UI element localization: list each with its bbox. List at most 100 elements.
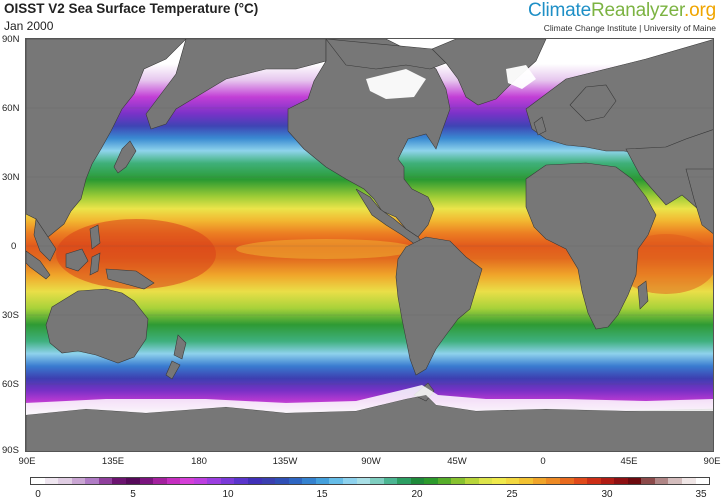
colorbar-cell-15 xyxy=(234,478,248,484)
colorbar-tick-0: 0 xyxy=(35,489,41,500)
colorbar-tick-35: 35 xyxy=(695,489,707,500)
colorbar-cell-27 xyxy=(397,478,411,484)
land-new-guinea xyxy=(105,268,155,290)
brand-logo-part-1: Climate xyxy=(527,0,591,21)
colorbar-cell-34 xyxy=(492,478,506,484)
land-british-isles xyxy=(533,116,547,136)
land-scandinavia xyxy=(569,84,617,122)
land-sulawesi xyxy=(89,252,101,276)
colorbar-cell-49 xyxy=(695,478,710,484)
colorbar-cell-30 xyxy=(437,478,452,484)
lon-label-45w: 45W xyxy=(447,456,467,467)
land-greenland xyxy=(431,39,547,106)
colorbar-cell-9 xyxy=(153,478,167,484)
brand-tagline: Climate Change Institute | University of… xyxy=(543,23,716,33)
colorbar-cell-42 xyxy=(600,478,615,484)
colorbar-cell-11 xyxy=(180,478,194,484)
land-new-zealand xyxy=(165,334,187,380)
map-date: Jan 2000 xyxy=(4,19,54,33)
lon-label-135w: 135W xyxy=(272,456,298,467)
land-sumatra xyxy=(26,250,51,280)
colorbar-tick-20: 20 xyxy=(411,489,423,500)
sea-ice-antarctic xyxy=(26,385,713,415)
colorbar-cell-46 xyxy=(654,478,669,484)
lat-label-60n: 60N xyxy=(2,103,20,114)
colorbar-cell-32 xyxy=(465,478,479,484)
land-madagascar xyxy=(637,280,649,310)
lon-label-90w: 90W xyxy=(361,456,381,467)
colorbar-cell-29 xyxy=(424,478,438,484)
colorbar-cell-19 xyxy=(288,478,303,484)
colorbar-cell-22 xyxy=(329,478,343,484)
colorbar-cell-20 xyxy=(302,478,316,484)
colorbar-cell-14 xyxy=(220,478,235,484)
colorbar-cell-24 xyxy=(356,478,371,484)
colorbar-cell-25 xyxy=(370,478,384,484)
land-africa xyxy=(525,162,657,330)
colorbar-cell-26 xyxy=(383,478,398,484)
temperature-colorbar xyxy=(30,477,710,485)
sst-map[interactable] xyxy=(25,38,714,452)
land-indochina xyxy=(33,218,57,262)
lat-label-90n: 90N xyxy=(2,34,20,45)
colorbar-cell-13 xyxy=(207,478,221,484)
colorbar-cell-18 xyxy=(275,478,289,484)
lat-label-90s: 90S xyxy=(2,445,19,456)
lat-label-30s: 30S xyxy=(2,310,19,321)
colorbar-cell-16 xyxy=(248,478,262,484)
colorbar-cell-38 xyxy=(546,478,560,484)
land-arctic-islands xyxy=(325,39,447,70)
lon-label-45e: 45E xyxy=(620,456,638,467)
colorbar-tick-10: 10 xyxy=(222,489,234,500)
land-philippines xyxy=(89,224,101,250)
lon-label-90e-right: 90E xyxy=(703,456,721,467)
colorbar-cell-1 xyxy=(44,478,59,484)
lon-label-0: 0 xyxy=(540,456,546,467)
colorbar-cell-40 xyxy=(573,478,588,484)
brand-logo-part-2: Reanalyzer xyxy=(590,0,685,21)
colorbar-tick-25: 25 xyxy=(506,489,518,500)
colorbar-cell-4 xyxy=(85,478,99,484)
colorbar-cell-44 xyxy=(627,478,642,484)
cold-tongue-east-pacific xyxy=(236,239,416,259)
colorbar-tick-15: 15 xyxy=(316,489,328,500)
colorbar-cell-12 xyxy=(193,478,208,484)
colorbar-cell-33 xyxy=(478,478,493,484)
colorbar-cell-21 xyxy=(315,478,330,484)
lat-label-equator: 0 xyxy=(11,241,17,252)
colorbar-cell-8 xyxy=(139,478,154,484)
colorbar-cell-41 xyxy=(587,478,601,484)
colorbar-cell-47 xyxy=(668,478,682,484)
map-title: OISST V2 Sea Surface Temperature (°C) xyxy=(4,1,259,16)
colorbar-cell-37 xyxy=(532,478,547,484)
colorbar-cell-35 xyxy=(505,478,520,484)
sea-ice-arctic xyxy=(366,69,426,99)
colorbar-cell-43 xyxy=(614,478,628,484)
colorbar-cell-28 xyxy=(410,478,425,484)
land-japan xyxy=(113,140,137,174)
lat-label-60s: 60S xyxy=(2,379,19,390)
colorbar-cell-10 xyxy=(166,478,181,484)
colorbar-cell-2 xyxy=(58,478,72,484)
land-india xyxy=(685,168,713,234)
lon-label-180: 180 xyxy=(191,456,207,467)
sst-map-canvas xyxy=(26,39,713,451)
land-borneo xyxy=(65,248,89,272)
colorbar-tick-30: 30 xyxy=(601,489,613,500)
lon-label-135e: 135E xyxy=(101,456,125,467)
colorbar-cell-3 xyxy=(71,478,86,484)
colorbar-cell-7 xyxy=(125,478,140,484)
colorbar-cell-48 xyxy=(682,478,696,484)
colorbar-cell-45 xyxy=(641,478,655,484)
colorbar-cell-36 xyxy=(519,478,533,484)
colorbar-cell-23 xyxy=(342,478,357,484)
colorbar-tick-5: 5 xyxy=(130,489,136,500)
colorbar-cell-17 xyxy=(261,478,276,484)
brand-logo[interactable]: ClimateReanalyzer.org xyxy=(528,0,716,22)
lon-label-90e-left: 90E xyxy=(18,456,36,467)
colorbar-cell-0 xyxy=(31,478,45,484)
sea-ice-arctic-2 xyxy=(506,65,536,89)
lat-label-30n: 30N xyxy=(2,172,20,183)
colorbar-cell-31 xyxy=(451,478,465,484)
land-australia xyxy=(45,288,149,364)
